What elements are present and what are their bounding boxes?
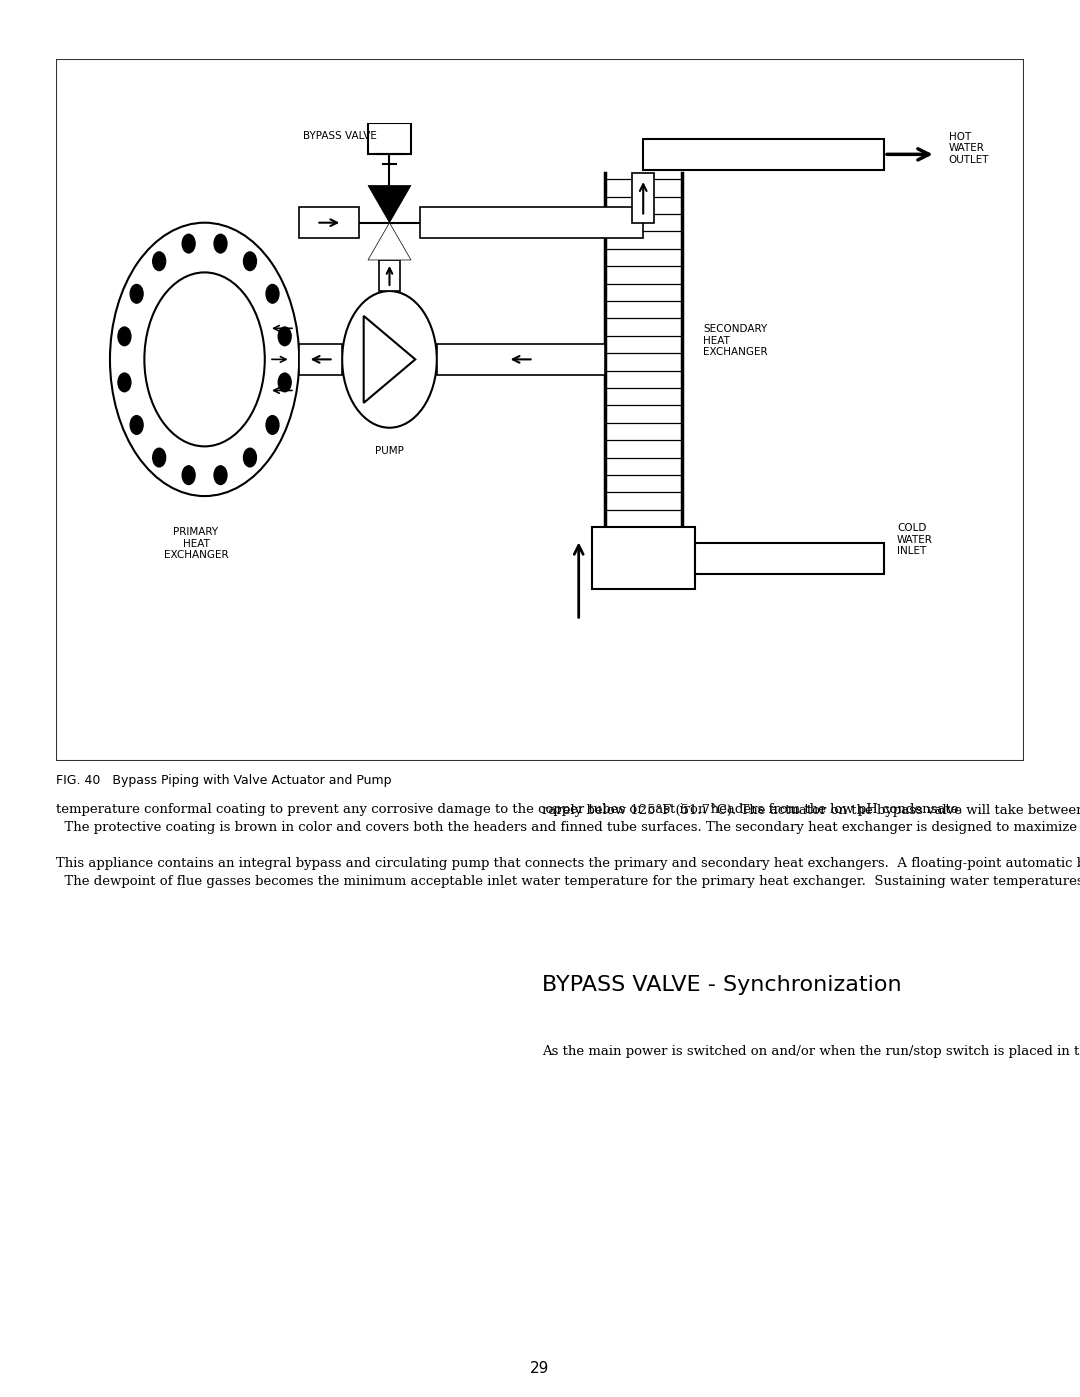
Circle shape	[266, 416, 279, 434]
Circle shape	[243, 448, 256, 467]
Circle shape	[131, 416, 143, 434]
Text: COLD
WATER
INLET: COLD WATER INLET	[896, 522, 933, 556]
Text: BYPASS VALVE: BYPASS VALVE	[303, 131, 377, 141]
Text: FIG. 40   Bypass Piping with Valve Actuator and Pump: FIG. 40 Bypass Piping with Valve Actuato…	[56, 774, 392, 788]
Circle shape	[152, 251, 165, 271]
Circle shape	[279, 373, 292, 391]
Text: HOT
WATER
OUTLET: HOT WATER OUTLET	[948, 131, 989, 165]
Circle shape	[118, 327, 131, 345]
Circle shape	[118, 373, 131, 391]
Circle shape	[214, 235, 227, 253]
Bar	[299, 344, 342, 374]
Bar	[420, 207, 644, 239]
Circle shape	[110, 222, 299, 496]
Bar	[644, 138, 885, 170]
Polygon shape	[368, 186, 411, 222]
Circle shape	[152, 448, 165, 467]
Bar	[436, 344, 605, 374]
Bar	[379, 260, 401, 291]
Circle shape	[183, 235, 195, 253]
Circle shape	[214, 465, 227, 485]
Circle shape	[183, 465, 195, 485]
Bar	[299, 207, 360, 239]
Circle shape	[266, 285, 279, 303]
Polygon shape	[368, 222, 411, 260]
Circle shape	[145, 272, 265, 447]
Bar	[694, 542, 885, 574]
Text: PUMP: PUMP	[375, 447, 404, 457]
Bar	[592, 527, 694, 590]
Circle shape	[279, 327, 292, 345]
Circle shape	[342, 291, 436, 427]
Text: rarely below 125°F (51.7°C). The actuator on the bypass valve will take between : rarely below 125°F (51.7°C). The actuato…	[542, 803, 1080, 816]
Text: PRIMARY
HEAT
EXCHANGER: PRIMARY HEAT EXCHANGER	[164, 527, 228, 560]
Text: 29: 29	[530, 1361, 550, 1376]
Text: As the main power is switched on and/or when the run/stop switch is placed in th: As the main power is switched on and/or …	[542, 1045, 1080, 1058]
Circle shape	[131, 285, 143, 303]
Text: SECONDARY
HEAT
EXCHANGER: SECONDARY HEAT EXCHANGER	[703, 324, 768, 358]
Text: temperature conformal coating to prevent any corrosive damage to the copper tube: temperature conformal coating to prevent…	[56, 803, 1080, 888]
Bar	[368, 123, 411, 154]
Circle shape	[243, 251, 256, 271]
Bar	[633, 173, 654, 222]
Text: INTEGRAL BYPASS: INTEGRAL BYPASS	[441, 78, 639, 96]
Text: BYPASS VALVE - Synchronization: BYPASS VALVE - Synchronization	[542, 975, 902, 995]
